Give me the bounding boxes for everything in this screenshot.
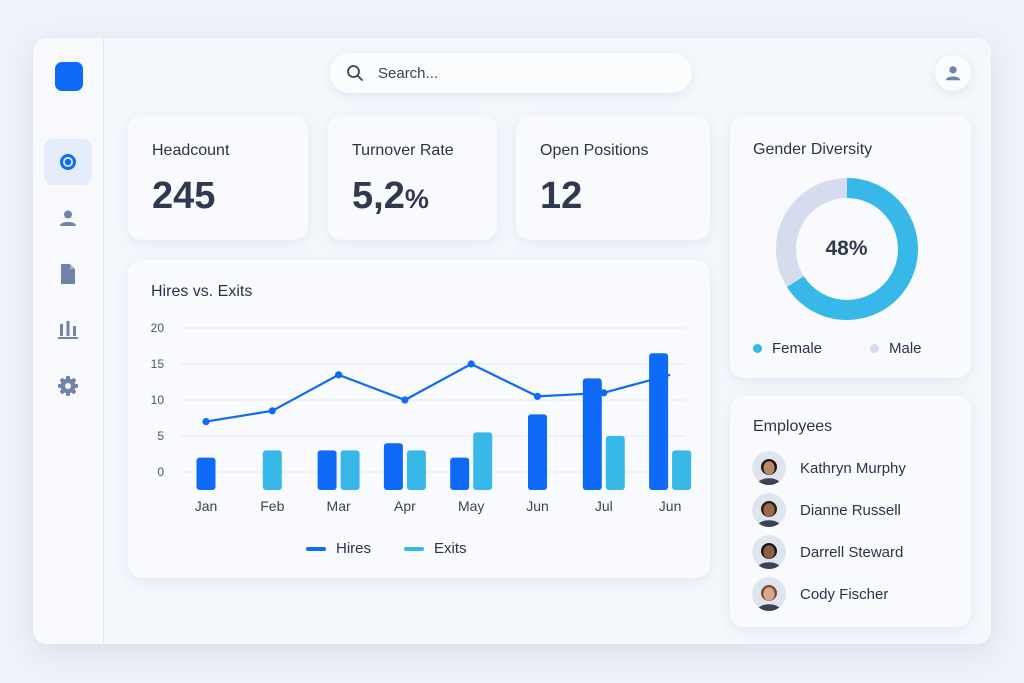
kpi-card-headcount: Headcount 245 — [128, 115, 308, 240]
bar-hires — [196, 457, 216, 490]
employee-avatar — [752, 577, 786, 611]
x-tick-label: Mar — [327, 498, 351, 514]
sidebar-item-dashboard[interactable] — [44, 139, 92, 185]
app-window: Headcount 245 Turnover Rate 5,2% Open Po… — [33, 38, 991, 644]
legend-hires: Hires — [306, 540, 371, 557]
gear-icon — [58, 376, 78, 396]
legend-label: Exits — [434, 540, 467, 557]
hires-exits-chart: 0 5 10 15 20 Jan Feb Mar Apr May Jun Jul Jun — [151, 321, 692, 514]
trend-point — [401, 396, 409, 404]
trend-point — [467, 360, 475, 368]
employee-row[interactable]: Darrell Steward — [752, 534, 903, 570]
chart-title: Hires vs. Exits — [151, 283, 253, 300]
legend-swatch-hires — [306, 546, 326, 551]
sidebar-item-reports[interactable] — [44, 307, 92, 353]
employee-avatar — [752, 535, 786, 569]
target-icon — [60, 154, 76, 170]
employee-name: Dianne Russell — [800, 501, 901, 519]
trend-point — [202, 418, 210, 426]
sidebar — [33, 38, 104, 644]
bar-chart-icon — [58, 321, 78, 339]
bar-exits — [605, 436, 625, 490]
employees-title: Employees — [753, 418, 833, 435]
legend-male: Male — [870, 340, 922, 357]
legend-dot-male — [870, 344, 879, 353]
kpi-label: Open Positions — [540, 142, 649, 159]
trend-point — [533, 392, 542, 400]
legend-label: Hires — [336, 540, 372, 557]
employee-row[interactable]: Cody Fischer — [752, 576, 888, 612]
employee-name: Darrell Steward — [800, 543, 904, 561]
x-tick-label: Apr — [394, 498, 416, 514]
bar-hires — [649, 353, 669, 490]
kpi-card-turnover: Turnover Rate 5,2% — [328, 115, 497, 240]
employee-row[interactable]: Kathryn Murphy — [752, 450, 906, 486]
kpi-label: Headcount — [152, 142, 230, 159]
employees-card: Employees Kathryn Murphy Dianne Russell Da… — [730, 396, 971, 627]
x-tick-label: Jul — [595, 498, 613, 514]
employee-avatar — [752, 451, 786, 485]
bar-hires — [317, 450, 337, 490]
y-tick-label: 20 — [151, 321, 165, 335]
donut-female-arc — [776, 178, 918, 320]
x-tick-label: Feb — [260, 498, 284, 514]
bar-hires — [450, 457, 470, 490]
bar-hires — [582, 378, 602, 490]
y-tick-label: 5 — [157, 429, 164, 443]
donut-center-value: 48% — [825, 237, 868, 260]
employee-avatar — [752, 493, 786, 527]
x-tick-label: Jun — [659, 498, 682, 514]
kpi-label: Turnover Rate — [352, 142, 454, 159]
search-icon — [346, 64, 364, 82]
hires-exits-chart-card: Hires vs. Exits 0 5 10 15 20 Jan Feb Mar Apr May J… — [128, 260, 710, 578]
bar-exits — [406, 450, 426, 490]
sidebar-item-people[interactable] — [44, 195, 92, 241]
gender-donut-chart — [776, 178, 918, 320]
employee-row[interactable]: Dianne Russell — [752, 492, 901, 528]
sidebar-item-documents[interactable] — [44, 251, 92, 297]
legend-label: Female — [772, 340, 823, 357]
trend-point — [335, 371, 343, 379]
kpi-value: 5,2% — [352, 175, 429, 217]
x-tick-label: May — [458, 498, 484, 514]
user-icon — [60, 210, 76, 226]
sidebar-item-settings[interactable] — [44, 363, 92, 409]
legend-swatch-exits — [404, 546, 424, 551]
x-tick-label: Jan — [195, 498, 218, 514]
legend-exits: Exits — [404, 540, 467, 557]
y-tick-label: 0 — [157, 465, 164, 479]
trend-line — [205, 362, 671, 423]
kpi-value: 245 — [152, 175, 216, 217]
bar-exits — [473, 432, 493, 490]
document-icon — [61, 264, 75, 284]
legend-label: Male — [889, 340, 922, 357]
bar-hires — [383, 443, 403, 490]
bar-exits — [672, 450, 692, 490]
user-icon — [945, 66, 961, 81]
y-tick-label: 15 — [151, 357, 165, 371]
bar-exits — [340, 450, 360, 490]
kpi-card-open-positions: Open Positions 12 — [516, 115, 710, 240]
y-tick-label: 10 — [151, 393, 165, 407]
x-tick-label: Jun — [526, 498, 549, 514]
bar-exits — [262, 450, 282, 490]
gender-diversity-card: Gender Diversity 48% Female Male — [730, 115, 971, 378]
legend-dot-female — [753, 344, 762, 353]
logo[interactable] — [55, 62, 83, 91]
search-input[interactable] — [376, 63, 650, 83]
trend-point — [268, 407, 276, 415]
employee-name: Cody Fischer — [800, 585, 889, 603]
legend-female: Female — [753, 340, 822, 357]
bar-hires — [528, 414, 547, 490]
search-bar[interactable] — [330, 53, 692, 93]
employee-name: Kathryn Murphy — [800, 459, 906, 477]
kpi-value: 12 — [540, 175, 583, 217]
trend-point — [600, 389, 608, 397]
diversity-title: Gender Diversity — [753, 141, 873, 158]
profile-button[interactable] — [935, 55, 971, 91]
